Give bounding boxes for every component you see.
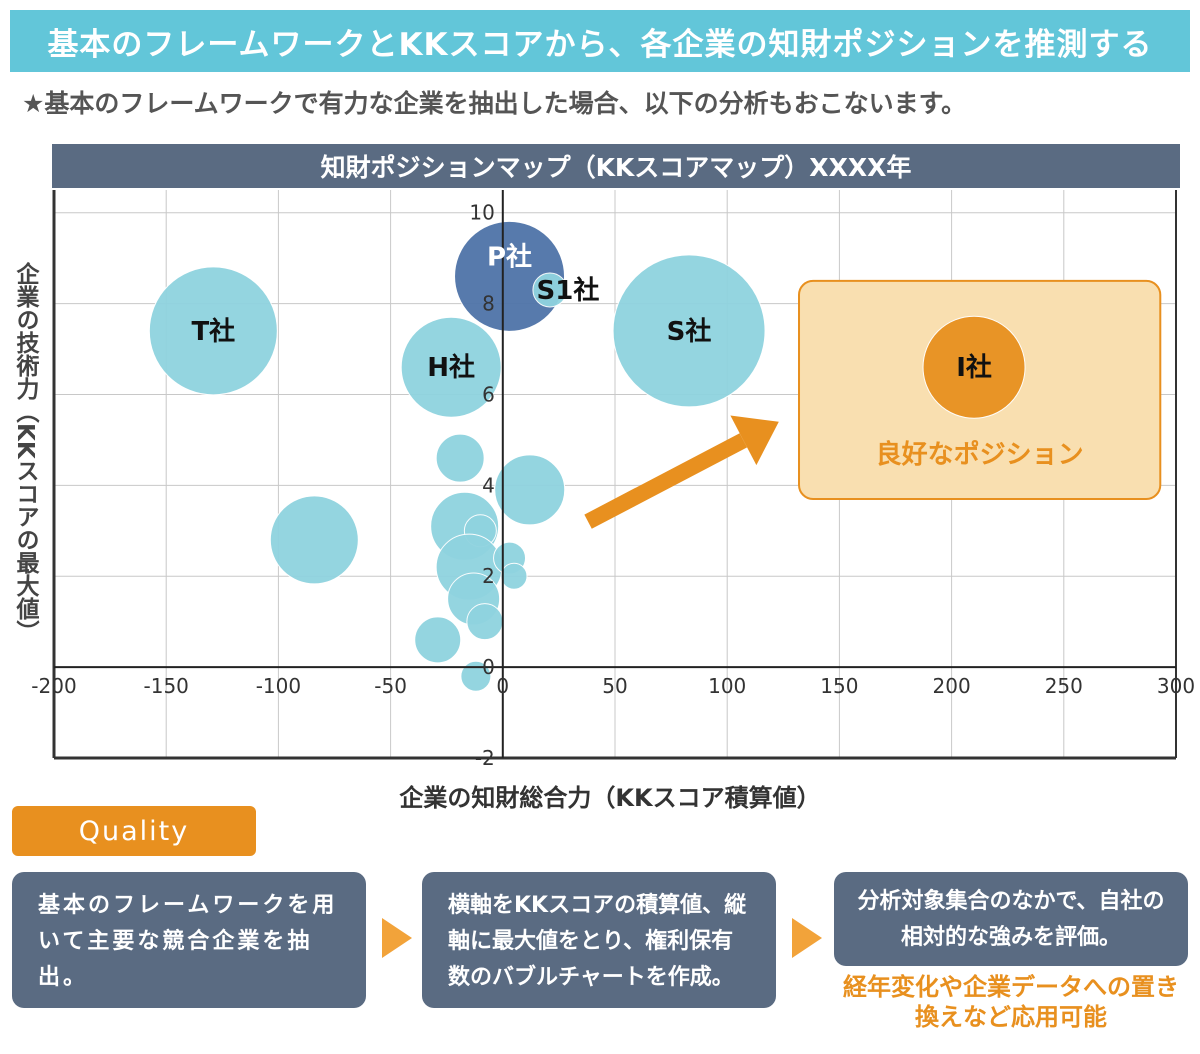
y-tick-label: 2 (482, 564, 495, 588)
y-tick-label: 6 (482, 382, 495, 406)
application-note: 経年変化や企業データへの置き換えなど応用可能 (843, 973, 1179, 1031)
position-arrow-shaft (584, 433, 748, 529)
chart-title: 知財ポジションマップ（KKスコアマップ）XXXX年 (52, 144, 1180, 188)
step-3-panel: 分析対象集合のなかで、自社の相対的な強みを評価。 (834, 872, 1188, 966)
quality-tag: Quality (12, 806, 256, 856)
step-2-panel: 横軸をKKスコアの積算値、縦軸に最大値をとり、権利保有数のバブルチャートを作成。 (422, 872, 776, 1008)
step-arrow-icon (382, 918, 412, 958)
y-tick-label: -2 (475, 746, 495, 770)
x-tick-label: 250 (1045, 674, 1083, 698)
x-axis-label: 企業の知財総合力（KKスコア積算値） (399, 784, 821, 812)
y-tick-label: 4 (482, 473, 495, 497)
page-title: 基本のフレームワークとKKスコアから、各企業の知財ポジションを推測する (10, 10, 1190, 72)
bubble-17 (460, 660, 492, 692)
x-tick-label: -200 (31, 674, 76, 698)
x-tick-label: 300 (1157, 674, 1195, 698)
bubble-label: S1社 (537, 275, 600, 306)
x-tick-label: 150 (820, 674, 858, 698)
y-tick-label: 8 (482, 292, 495, 316)
bubble-6 (922, 315, 1026, 419)
bubble-15 (466, 603, 504, 641)
x-tick-label: 0 (496, 674, 509, 698)
bubble-13 (500, 562, 528, 590)
bubble-2 (400, 316, 502, 418)
bubble-16 (414, 616, 462, 664)
y-axis-label: 企業の技術力（KKスコアの最大値） (12, 262, 38, 643)
x-tick-label: 100 (708, 674, 746, 698)
y-tick-label: 0 (482, 655, 495, 679)
bubble-4 (532, 272, 568, 308)
bubble-5 (612, 254, 766, 408)
position-arrow-head-icon (730, 415, 779, 466)
step-1-panel: 基本のフレームワークを用いて主要な競合企業を抽出。 (12, 872, 366, 1008)
bubble-3 (454, 220, 566, 332)
step-arrow-icon (792, 918, 822, 958)
page-subtitle: ★基本のフレームワークで有力な企業を抽出した場合、以下の分析もおこないます。 (22, 89, 967, 118)
bubble-label: P社 (487, 241, 532, 272)
x-tick-label: 200 (933, 674, 971, 698)
bubble-label: T社 (191, 316, 235, 347)
bubble-7 (435, 433, 485, 483)
bubble-label: S社 (667, 316, 712, 347)
bubble-1 (269, 495, 359, 585)
y-tick-label: 10 (469, 201, 494, 225)
bubble-label: H社 (427, 352, 475, 383)
bubble-0 (148, 266, 278, 396)
bubble-8 (494, 454, 566, 526)
good-position-label: 良好なポジション (876, 439, 1084, 470)
x-tick-label: -150 (144, 674, 189, 698)
x-tick-label: 50 (602, 674, 627, 698)
bubble-label: I社 (956, 352, 992, 383)
x-tick-label: -50 (374, 674, 407, 698)
x-tick-label: -100 (256, 674, 301, 698)
